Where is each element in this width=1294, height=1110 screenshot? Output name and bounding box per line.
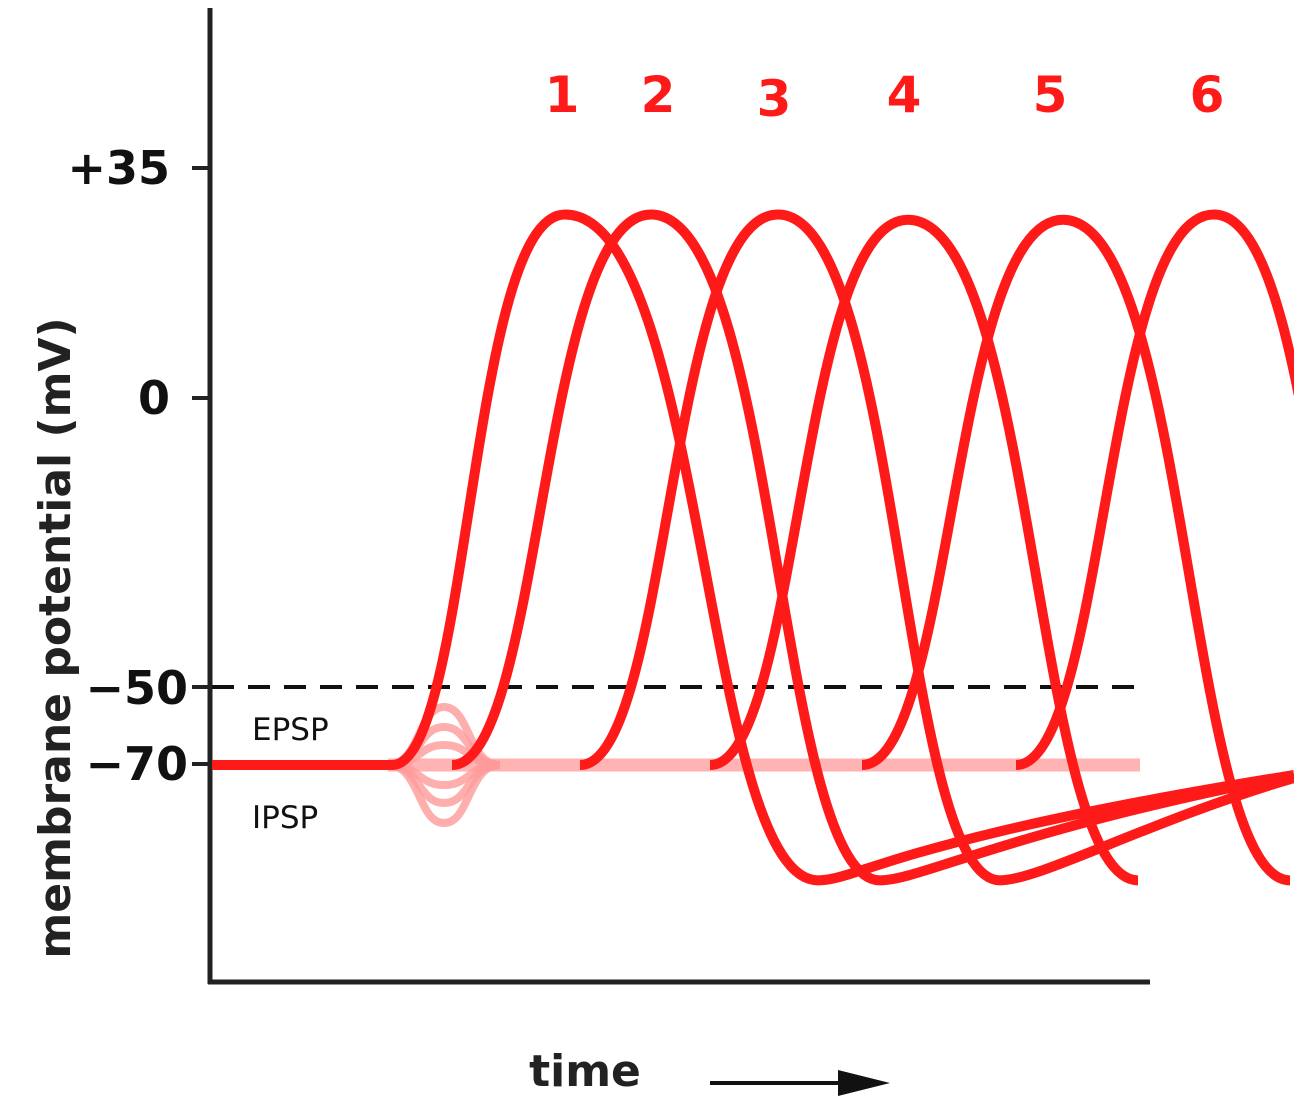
spike-label: 6 <box>1190 66 1225 124</box>
y-axis-title: membrane potential (mV) <box>30 317 81 958</box>
epsp-label: EPSP <box>252 712 329 748</box>
spike-curve <box>709 214 1139 886</box>
time-arrow-icon <box>710 1070 890 1096</box>
spike-curve <box>861 214 1291 886</box>
spike-label: 3 <box>757 70 792 128</box>
y-tick-label: −50 <box>85 661 188 715</box>
psp-bump <box>387 761 501 828</box>
spike-label: 5 <box>1033 66 1068 124</box>
spike-curve <box>451 209 1294 886</box>
spike-curve <box>1015 209 1294 770</box>
y-tick-label: 0 <box>138 371 170 425</box>
ipsp-label: IPSP <box>252 800 318 836</box>
spike-label: 4 <box>887 66 922 124</box>
spike-label: 2 <box>641 66 676 124</box>
spike-curves <box>390 209 1294 886</box>
x-axis-title: time <box>529 1046 641 1097</box>
spike-curve <box>579 209 1294 886</box>
spike-curve <box>390 209 1294 886</box>
spike-label: 1 <box>545 66 580 124</box>
y-tick-label: −70 <box>85 737 188 791</box>
y-tick-label: +35 <box>67 141 170 195</box>
